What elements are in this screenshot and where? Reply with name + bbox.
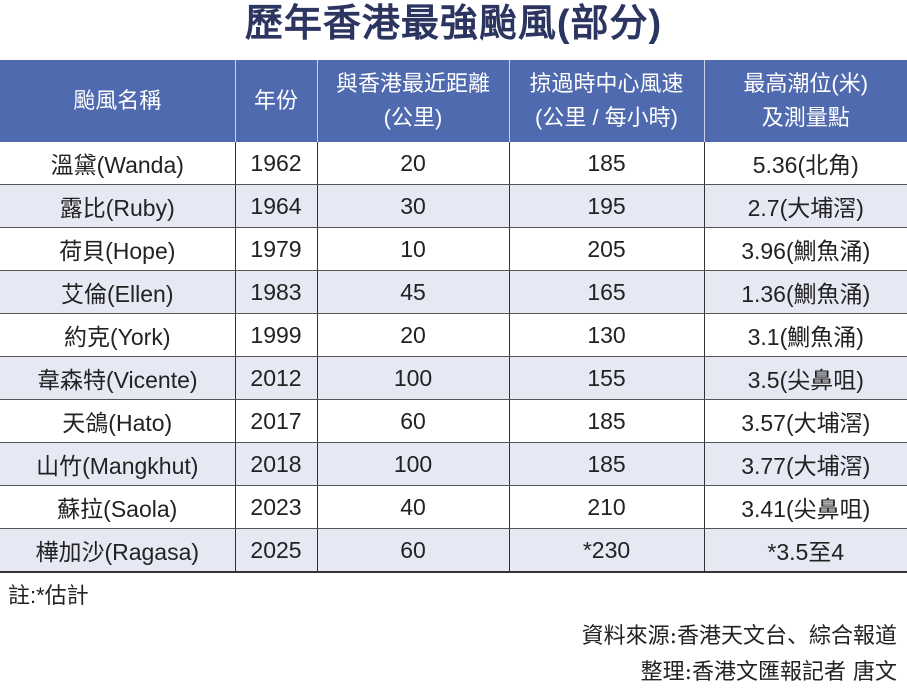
cell-wind-speed: 195 <box>509 184 705 228</box>
cell-tide-level: 2.7(大埔滘) <box>704 184 907 228</box>
cell-year: 2023 <box>235 485 318 529</box>
table-row: 約克(York) 1999 20 130 3.1(鰂魚涌) <box>0 313 907 357</box>
cell-name: 約克(York) <box>0 313 236 357</box>
header-typhoon-name: 颱風名稱 <box>0 60 236 142</box>
header-tide-level: 最高潮位(米) 及測量點 <box>704 60 907 142</box>
header-label: 最高潮位(米) <box>743 71 869 96</box>
header-label: 掠過時中心風速 <box>529 71 684 96</box>
cell-tide-level: 3.1(鰂魚涌) <box>704 313 907 357</box>
cell-wind-speed: *230 <box>509 528 705 573</box>
cell-wind-speed: 165 <box>509 270 705 314</box>
cell-year: 2012 <box>235 356 318 400</box>
table-row: 露比(Ruby) 1964 30 195 2.7(大埔滘) <box>0 184 907 228</box>
table-row: 艾倫(Ellen) 1983 45 165 1.36(鰂魚涌) <box>0 270 907 314</box>
cell-tide-level: 3.57(大埔滘) <box>704 399 907 443</box>
source-credit: 資料來源:香港天文台、綜合報道 <box>581 624 897 649</box>
header-unit: (公里) <box>383 105 443 130</box>
header-label: 年份 <box>253 88 298 113</box>
cell-distance: 40 <box>317 485 510 529</box>
cell-distance: 60 <box>317 528 510 573</box>
page-title: 歷年香港最強颱風(部分) <box>244 3 663 45</box>
cell-tide-level: *3.5至4 <box>704 528 907 573</box>
cell-distance: 100 <box>317 356 510 400</box>
header-unit: 及測量點 <box>761 105 850 130</box>
cell-year: 1999 <box>235 313 318 357</box>
cell-wind-speed: 130 <box>509 313 705 357</box>
cell-distance: 45 <box>317 270 510 314</box>
cell-name: 艾倫(Ellen) <box>0 270 236 314</box>
cell-name: 荷貝(Hope) <box>0 227 236 271</box>
cell-tide-level: 3.96(鰂魚涌) <box>704 227 907 271</box>
header-unit: (公里 / 每小時) <box>535 105 678 130</box>
cell-year: 1964 <box>235 184 318 228</box>
table-row: 天鴿(Hato) 2017 60 185 3.57(大埔滘) <box>0 399 907 443</box>
cell-name: 山竹(Mangkhut) <box>0 442 236 486</box>
cell-tide-level: 3.41(尖鼻咀) <box>704 485 907 529</box>
table-row: 韋森特(Vicente) 2012 100 155 3.5(尖鼻咀) <box>0 356 907 400</box>
cell-distance: 10 <box>317 227 510 271</box>
cell-name: 蘇拉(Saola) <box>0 485 236 529</box>
cell-wind-speed: 185 <box>509 399 705 443</box>
typhoon-table: 颱風名稱 年份 與香港最近距離 (公里) 掠過時中心風速 (公里 / 每小時) 最高… <box>0 60 907 573</box>
table-row: 蘇拉(Saola) 2023 40 210 3.41(尖鼻咀) <box>0 485 907 529</box>
cell-year: 1962 <box>235 142 318 185</box>
cell-distance: 30 <box>317 184 510 228</box>
table-row: 樺加沙(Ragasa) 2025 60 *230 *3.5至4 <box>0 528 907 573</box>
cell-distance: 100 <box>317 442 510 486</box>
cell-wind-speed: 210 <box>509 485 705 529</box>
cell-name: 溫黛(Wanda) <box>0 142 236 185</box>
cell-distance: 60 <box>317 399 510 443</box>
table-row: 溫黛(Wanda) 1962 20 185 5.36(北角) <box>0 142 907 185</box>
cell-tide-level: 1.36(鰂魚涌) <box>704 270 907 314</box>
cell-tide-level: 3.5(尖鼻咀) <box>704 356 907 400</box>
cell-distance: 20 <box>317 313 510 357</box>
cell-year: 2018 <box>235 442 318 486</box>
cell-tide-level: 3.77(大埔滘) <box>704 442 907 486</box>
cell-name: 露比(Ruby) <box>0 184 236 228</box>
cell-wind-speed: 205 <box>509 227 705 271</box>
header-row: 颱風名稱 年份 與香港最近距離 (公里) 掠過時中心風速 (公里 / 每小時) 最高… <box>0 60 907 142</box>
table-row: 山竹(Mangkhut) 2018 100 185 3.77(大埔滘) <box>0 442 907 486</box>
cell-wind-speed: 185 <box>509 142 705 185</box>
cell-name: 樺加沙(Ragasa) <box>0 528 236 573</box>
cell-wind-speed: 185 <box>509 442 705 486</box>
cell-tide-level: 5.36(北角) <box>704 142 907 185</box>
cell-name: 天鴿(Hato) <box>0 399 236 443</box>
header-year: 年份 <box>235 60 318 142</box>
header-wind-speed: 掠過時中心風速 (公里 / 每小時) <box>509 60 705 142</box>
cell-wind-speed: 155 <box>509 356 705 400</box>
table-row: 荷貝(Hope) 1979 10 205 3.96(鰂魚涌) <box>0 227 907 271</box>
header-distance: 與香港最近距離 (公里) <box>317 60 510 142</box>
cell-distance: 20 <box>317 142 510 185</box>
header-label: 與香港最近距離 <box>335 71 490 96</box>
footnote: 註:*估計 <box>8 583 89 608</box>
cell-year: 2025 <box>235 528 318 573</box>
cell-name: 韋森特(Vicente) <box>0 356 236 400</box>
cell-year: 2017 <box>235 399 318 443</box>
author-credit: 整理:香港文匯報記者 唐文 <box>640 660 897 685</box>
cell-year: 1983 <box>235 270 318 314</box>
header-label: 颱風名稱 <box>73 88 162 113</box>
cell-year: 1979 <box>235 227 318 271</box>
